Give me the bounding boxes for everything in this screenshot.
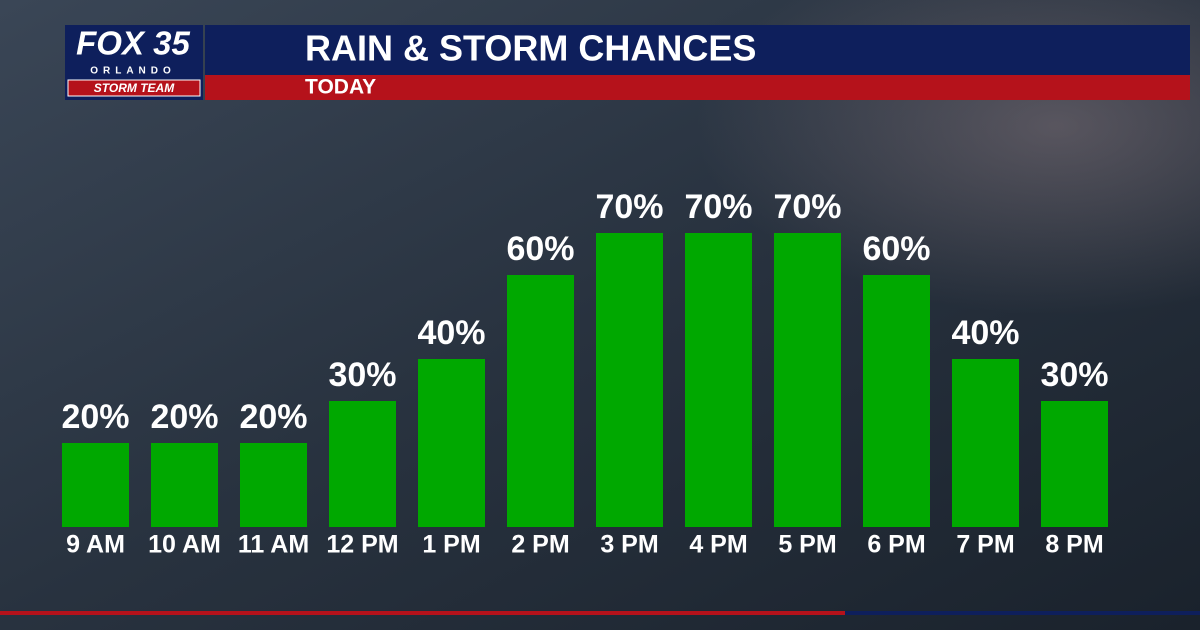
- x-tick-label: 4 PM: [689, 531, 747, 559]
- chart-title: RAIN & STORM CHANCES: [305, 28, 756, 69]
- x-tick-label: 1 PM: [422, 531, 480, 559]
- logo-brand: FOX 35: [76, 25, 190, 62]
- footer-line-right: [845, 611, 1200, 615]
- bar: [863, 275, 930, 527]
- bar: [240, 443, 307, 527]
- x-tick-label: 5 PM: [778, 531, 836, 559]
- x-tick-label: 10 AM: [148, 531, 221, 559]
- value-label: 40%: [417, 314, 485, 352]
- bar: [151, 443, 218, 527]
- value-label: 60%: [862, 230, 930, 268]
- value-label: 70%: [773, 188, 841, 226]
- bar: [418, 359, 485, 527]
- title-bar: [205, 25, 1190, 75]
- logo-team-box: [67, 79, 201, 97]
- bar: [507, 275, 574, 527]
- value-label: 30%: [328, 356, 396, 394]
- value-label: 40%: [951, 314, 1019, 352]
- x-tick-label: 3 PM: [600, 531, 658, 559]
- x-tick-label: 11 AM: [238, 531, 309, 559]
- subtitle-bar: [205, 75, 1190, 100]
- bar: [685, 233, 752, 527]
- bar: [952, 359, 1019, 527]
- footer-line: [0, 611, 845, 615]
- x-tick-label: 7 PM: [956, 531, 1014, 559]
- value-label: 70%: [595, 188, 663, 226]
- x-tick-label: 2 PM: [511, 531, 569, 559]
- bar: [1041, 401, 1108, 527]
- value-label: 60%: [506, 230, 574, 268]
- value-label: 20%: [239, 398, 307, 436]
- bar: [62, 443, 129, 527]
- bar: [329, 401, 396, 527]
- value-label: 20%: [61, 398, 129, 436]
- value-label: 20%: [150, 398, 218, 436]
- x-tick-label: 8 PM: [1045, 531, 1103, 559]
- x-tick-label: 12 PM: [326, 531, 398, 559]
- x-tick-label: 9 AM: [66, 531, 125, 559]
- chart-subtitle: TODAY: [305, 76, 376, 99]
- value-label: 70%: [684, 188, 752, 226]
- x-tick-label: 6 PM: [867, 531, 925, 559]
- value-label: 30%: [1040, 356, 1108, 394]
- logo-team: STORM TEAM: [94, 81, 175, 95]
- bar: [596, 233, 663, 527]
- bar: [774, 233, 841, 527]
- logo-city: ORLANDO: [90, 66, 176, 77]
